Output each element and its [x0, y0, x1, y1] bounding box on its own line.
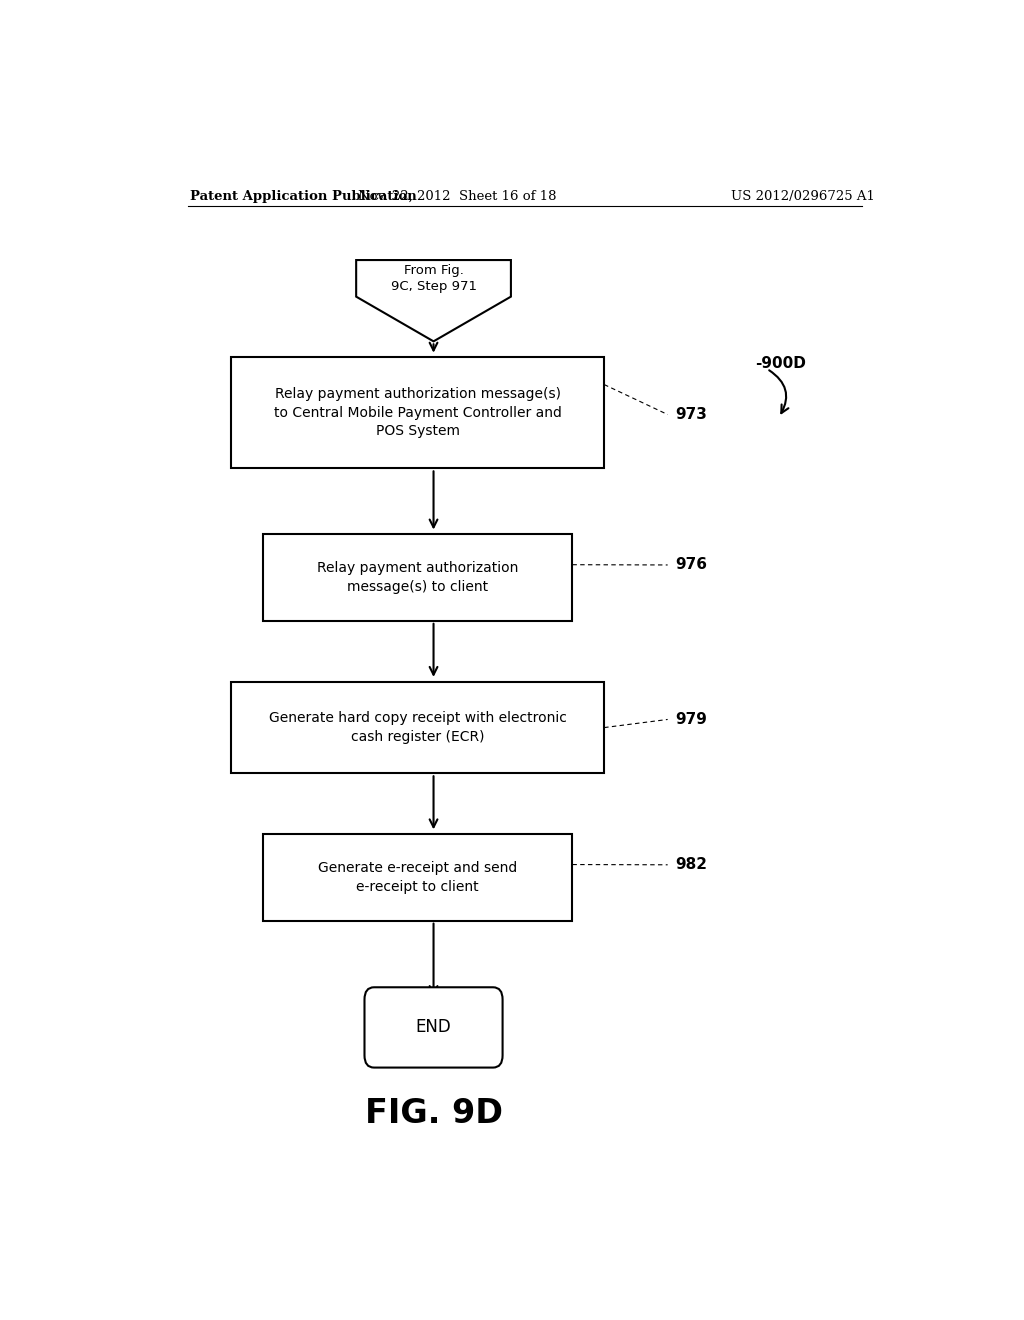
- Bar: [263, 834, 572, 921]
- Text: US 2012/0296725 A1: US 2012/0296725 A1: [731, 190, 876, 202]
- Text: END: END: [416, 1019, 452, 1036]
- Bar: [231, 356, 604, 469]
- Text: 976: 976: [676, 557, 708, 573]
- Text: Relay payment authorization
message(s) to client: Relay payment authorization message(s) t…: [317, 561, 518, 594]
- Text: From Fig.
9C, Step 971: From Fig. 9C, Step 971: [390, 264, 476, 293]
- Bar: [231, 682, 604, 774]
- Text: Generate e-receipt and send
e-receipt to client: Generate e-receipt and send e-receipt to…: [318, 862, 517, 894]
- Text: Relay payment authorization message(s)
to Central Mobile Payment Controller and
: Relay payment authorization message(s) t…: [273, 387, 561, 438]
- Bar: [263, 535, 572, 620]
- Text: FIG. 9D: FIG. 9D: [365, 1097, 503, 1130]
- Text: -900D: -900D: [755, 356, 806, 371]
- Text: 973: 973: [676, 407, 708, 422]
- Text: 982: 982: [676, 857, 708, 873]
- FancyBboxPatch shape: [365, 987, 503, 1068]
- Polygon shape: [356, 260, 511, 342]
- Text: Nov. 22, 2012  Sheet 16 of 18: Nov. 22, 2012 Sheet 16 of 18: [358, 190, 557, 202]
- Text: Patent Application Publication: Patent Application Publication: [189, 190, 417, 202]
- Text: Generate hard copy receipt with electronic
cash register (ECR): Generate hard copy receipt with electron…: [268, 711, 566, 743]
- Text: 979: 979: [676, 711, 708, 727]
